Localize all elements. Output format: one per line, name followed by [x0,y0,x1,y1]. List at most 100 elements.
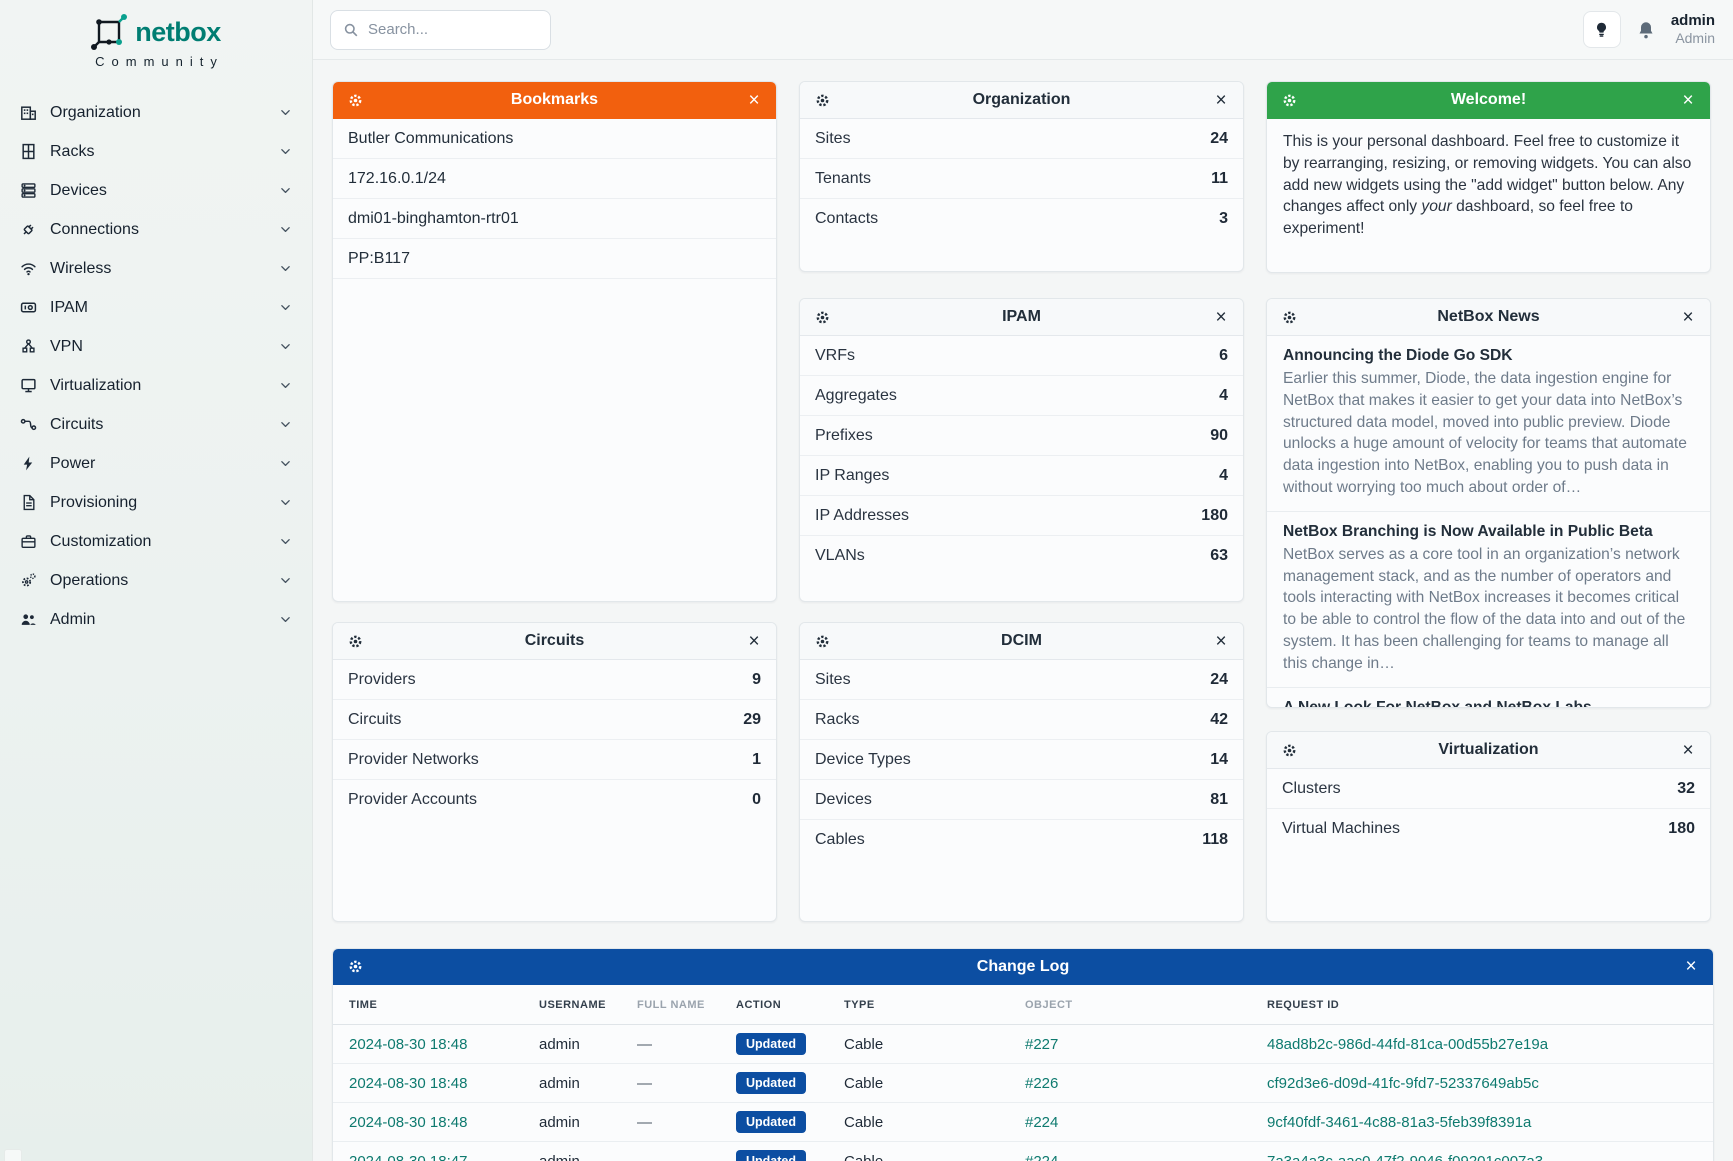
sidebar-item-provisioning[interactable]: Provisioning [0,483,312,522]
widget-config-button[interactable] [345,90,365,110]
gear-icon [1282,743,1297,758]
widget-close-button[interactable]: × [1678,740,1698,760]
changelog-request-id-link[interactable]: 7a3a4a3c-aac0-47f2-9046-f09201c007a3 [1267,1152,1544,1161]
sidebar-item-wireless[interactable]: Wireless [0,249,312,288]
stat-row: Virtual Machines 180 [1282,820,1695,837]
stat-row: Aggregates 4 [800,376,1243,416]
changelog-request-id-link[interactable]: 9cf40fdf-3461-4c88-81a3-5feb39f8391a [1267,1113,1532,1131]
stat-row: VLANs 63 [815,547,1228,564]
sidebar-item-ipam[interactable]: IPAM [0,288,312,327]
bookmark-link[interactable]: dmi01-binghamton-rtr01 [333,199,776,239]
changelog-time-link[interactable]: 2024-08-30 18:48 [349,1035,468,1053]
news-item: Announcing the Diode Go SDK Earlier this… [1267,336,1710,512]
widget-title: Bookmarks [510,91,599,108]
username: admin [1670,12,1715,30]
widget-close-button[interactable]: × [1678,307,1698,327]
sidebar-item-racks[interactable]: Racks [0,132,312,171]
news-body: Earlier this summer, Diode, the data ing… [1283,370,1687,496]
notifications-button[interactable] [1636,20,1656,40]
chevron-down-icon [279,379,292,392]
changelog-object-link[interactable]: #226 [1025,1074,1059,1092]
changelog-time-link[interactable]: 2024-08-30 18:48 [349,1113,468,1131]
sidebar-item-connections[interactable]: Connections [0,210,312,249]
sidebar-scroll-artifact [4,1149,22,1161]
widget-close-button[interactable]: × [1681,957,1701,977]
changelog-request-id-link[interactable]: 48ad8b2c-986d-44fd-81ca-00d55b27e19a [1267,1035,1549,1053]
gear-icon [815,93,830,108]
widget-title: NetBox News [1437,308,1540,325]
sidebar-item-vpn[interactable]: VPN [0,327,312,366]
rack-icon [20,143,37,160]
sidebar-item-customization[interactable]: Customization [0,522,312,561]
sidebar-item-devices[interactable]: Devices [0,171,312,210]
changelog-object-link[interactable]: #227 [1025,1035,1059,1053]
chevron-down-icon [279,457,292,470]
user-role: Admin [1675,30,1715,47]
widget-config-button[interactable] [812,307,832,327]
theme-toggle-button[interactable] [1582,11,1621,48]
action-badge: Updated [736,1149,806,1161]
stat-row: Devices 81 [800,780,1243,820]
ip-icon [20,299,37,316]
lightning-icon [20,455,37,472]
changelog-type: Cable [844,1113,884,1131]
changelog-time-link[interactable]: 2024-08-30 18:47 [349,1152,468,1161]
stat-row: Providers 9 [333,660,776,700]
widget-close-button[interactable]: × [1211,90,1231,110]
widget-config-button[interactable] [1279,740,1299,760]
changelog-object-link[interactable]: #224 [1025,1152,1059,1161]
column-header-username: Username [539,998,606,1011]
sidebar-item-organization[interactable]: Organization [0,93,312,132]
sidebar-item-operations[interactable]: Operations [0,561,312,600]
widget-config-button[interactable] [812,631,832,651]
sidebar-item-admin[interactable]: Admin [0,600,312,639]
changelog-header-row: Time Username Full Name Action Type Obje… [333,985,1713,1025]
bookmark-link[interactable]: Butler Communications [333,119,776,159]
action-badge: Updated [736,1071,806,1095]
wifi-icon [20,260,37,277]
changelog-username: admin [539,1152,580,1161]
search-box [330,9,551,50]
widget-organization: Organization × Sites 24 Tenants 11 Conta… [799,81,1244,272]
stat-row: Contacts 3 [815,210,1228,227]
brand-name: netbox [135,16,221,47]
news-headline-link[interactable]: NetBox Branching is Now Available in Pub… [1283,522,1653,540]
table-row: 2024-08-30 18:48 admin — Updated Cable #… [333,1064,1713,1103]
widget-title: Organization [972,91,1071,108]
brand[interactable]: netbox Community [0,14,312,69]
sidebar-item-circuits[interactable]: Circuits [0,405,312,444]
changelog-object-link[interactable]: #224 [1025,1113,1059,1131]
widget-config-button[interactable] [1279,90,1299,110]
widget-close-button[interactable]: × [744,631,764,651]
news-headline-link[interactable]: Announcing the Diode Go SDK [1283,347,1513,364]
widget-title: IPAM [1002,308,1041,325]
column-header-request-id: Request ID [1267,998,1340,1011]
widget-config-button[interactable] [812,90,832,110]
widget-config-button[interactable] [1279,307,1299,327]
widget-close-button[interactable]: × [1678,90,1698,110]
changelog-time-link[interactable]: 2024-08-30 18:48 [349,1074,468,1092]
changelog-full-name: — [637,1074,652,1092]
sidebar-item-virtualization[interactable]: Virtualization [0,366,312,405]
stat-row: Circuits 29 [333,700,776,740]
widget-close-button[interactable]: × [1211,631,1231,651]
sidebar-item-power[interactable]: Power [0,444,312,483]
user-menu[interactable]: admin Admin [1671,12,1715,47]
welcome-text: This is your personal dashboard. Feel fr… [1283,133,1692,238]
widget-close-button[interactable]: × [1211,307,1231,327]
document-icon [20,494,37,511]
widget-close-button[interactable]: × [744,90,764,110]
widget-virtualization: Virtualization × Clusters 32 Virtual Mac… [1266,731,1711,922]
stat-row: VRFs 6 [800,336,1243,376]
news-headline-link[interactable]: A New Look For NetBox and NetBox Labs [1283,698,1592,708]
bookmark-link[interactable]: 172.16.0.1/24 [333,159,776,199]
bookmark-link[interactable]: PP:B117 [333,239,776,279]
widget-config-button[interactable] [345,957,365,977]
stat-row: Racks 42 [800,700,1243,740]
widget-config-button[interactable] [345,631,365,651]
changelog-request-id-link[interactable]: cf92d3e6-d09d-41fc-9fd7-52337649ab5c [1267,1074,1539,1092]
stat-row: Sites 24 [800,119,1243,159]
search-input[interactable] [368,21,538,38]
transfer-icon [20,416,37,433]
action-badge: Updated [736,1032,806,1056]
